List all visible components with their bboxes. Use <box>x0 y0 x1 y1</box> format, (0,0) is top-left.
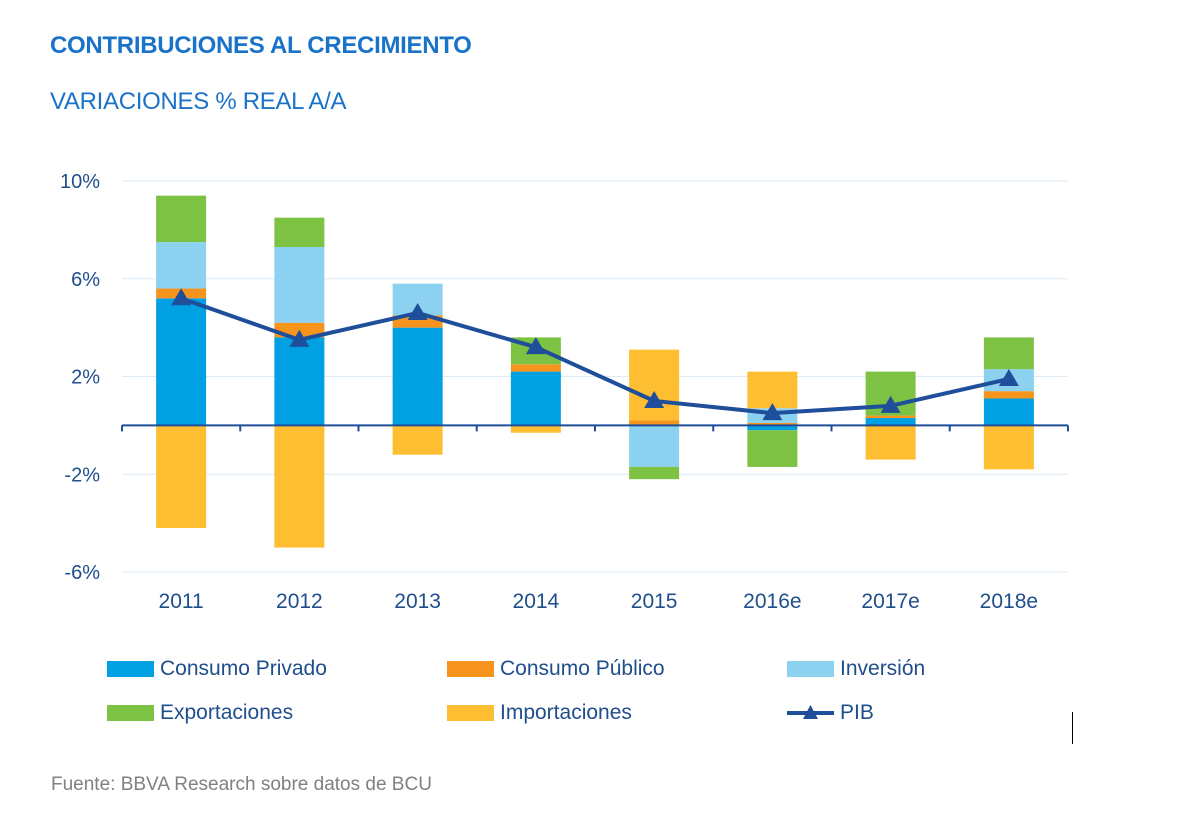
x-tick-label: 2013 <box>394 590 441 613</box>
bar-segment-exportaciones <box>274 217 325 247</box>
bar-segment-consumo_privado <box>510 371 561 426</box>
bars <box>156 195 1034 548</box>
bar-segment-consumo_privado <box>392 327 443 426</box>
bar-segment-consumo_privado <box>274 337 325 426</box>
x-tick-label: 2014 <box>513 590 560 613</box>
axis-labels: -6% -2% 2% 6% 10% 2011 2012 2013 2014 2015 2016e 20… <box>60 171 1038 613</box>
bar-segment-importaciones <box>156 425 207 529</box>
pib-marker <box>407 302 428 320</box>
pib-line-path <box>180 296 1010 416</box>
pib-line <box>171 288 1019 421</box>
bar-segment-consumo_publico <box>747 422 798 426</box>
pib-marker <box>289 329 310 347</box>
chart-subtitle: VARIACIONES % REAL A/A <box>50 88 347 115</box>
bar-segment-exportaciones <box>747 430 798 467</box>
bar-segment-importaciones <box>865 425 916 460</box>
y-tick-label: -6% <box>64 562 100 584</box>
y-tick-label: 6% <box>71 269 100 291</box>
pib-marker <box>880 395 901 413</box>
bar-segment-consumo_privado <box>983 398 1034 426</box>
bar-segment-importaciones <box>629 349 680 421</box>
gridlines <box>122 180 1068 573</box>
bar-segment-importaciones <box>747 371 798 409</box>
bar-segment-consumo_publico <box>983 391 1034 399</box>
bar-segment-importaciones <box>392 425 443 455</box>
bar-segment-exportaciones <box>983 337 1034 370</box>
text-cursor <box>1072 712 1073 744</box>
bar-segment-consumo_privado <box>747 425 798 431</box>
x-tick-label: 2012 <box>276 590 323 613</box>
chart-title: CONTRIBUCIONES AL CRECIMIENTO <box>50 32 472 59</box>
source-note: Fuente: BBVA Research sobre datos de BCU <box>51 774 432 795</box>
pib-marker <box>762 403 783 421</box>
pib-marker <box>998 368 1019 386</box>
x-tick-label: 2017e <box>861 590 919 613</box>
pib-marker <box>644 390 665 408</box>
y-tick-label: -2% <box>64 464 100 486</box>
axes <box>121 424 1069 432</box>
bar-segment-exportaciones <box>156 195 207 243</box>
x-tick-label: 2016e <box>743 590 801 613</box>
bar-segment-consumo_publico <box>510 364 561 372</box>
bar-segment-importaciones <box>274 425 325 548</box>
bar-segment-consumo_publico <box>865 415 916 419</box>
x-tick-label: 2015 <box>631 590 678 613</box>
x-tick-label: 2011 <box>159 590 204 613</box>
bar-segment-inversion <box>629 425 680 467</box>
x-tick-label: 2018e <box>980 590 1038 613</box>
bar-segment-importaciones <box>510 425 561 433</box>
y-tick-label: 10% <box>60 171 100 193</box>
bar-segment-inversion <box>156 242 207 289</box>
pib-marker <box>525 337 546 355</box>
bar-segment-inversion <box>274 246 325 323</box>
bar-segment-consumo_privado <box>865 418 916 426</box>
bar-segment-importaciones <box>983 425 1034 470</box>
bar-segment-exportaciones <box>629 466 680 480</box>
bar-segment-consumo_privado <box>156 298 207 426</box>
y-tick-label: 2% <box>71 367 100 389</box>
bar-segment-consumo_publico <box>629 420 680 426</box>
pib-marker <box>171 288 192 306</box>
